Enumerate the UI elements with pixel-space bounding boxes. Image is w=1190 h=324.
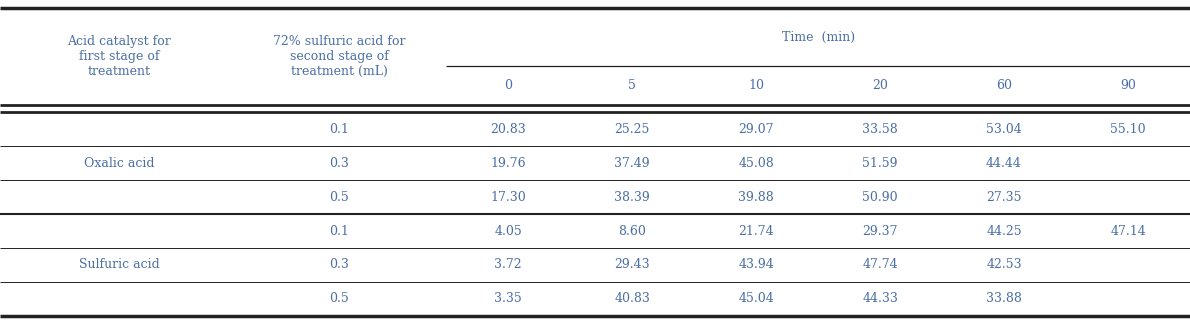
Text: 0.1: 0.1 bbox=[330, 225, 349, 237]
Text: 25.25: 25.25 bbox=[614, 123, 650, 136]
Text: 90: 90 bbox=[1120, 79, 1136, 92]
Text: 27.35: 27.35 bbox=[987, 191, 1022, 203]
Text: 5: 5 bbox=[628, 79, 637, 92]
Text: 47.74: 47.74 bbox=[863, 259, 898, 272]
Text: 3.35: 3.35 bbox=[494, 293, 522, 306]
Text: 29.43: 29.43 bbox=[614, 259, 650, 272]
Text: 40.83: 40.83 bbox=[614, 293, 650, 306]
Text: 20.83: 20.83 bbox=[490, 123, 526, 136]
Text: 21.74: 21.74 bbox=[738, 225, 774, 237]
Text: 0.3: 0.3 bbox=[330, 259, 349, 272]
Text: 29.37: 29.37 bbox=[863, 225, 897, 237]
Text: 3.72: 3.72 bbox=[494, 259, 522, 272]
Text: 47.14: 47.14 bbox=[1110, 225, 1146, 237]
Text: 44.33: 44.33 bbox=[863, 293, 898, 306]
Text: 55.10: 55.10 bbox=[1110, 123, 1146, 136]
Text: 44.44: 44.44 bbox=[987, 156, 1022, 169]
Text: 17.30: 17.30 bbox=[490, 191, 526, 203]
Text: 10: 10 bbox=[749, 79, 764, 92]
Text: Sulfuric acid: Sulfuric acid bbox=[79, 259, 159, 272]
Text: 0: 0 bbox=[505, 79, 512, 92]
Text: 43.94: 43.94 bbox=[738, 259, 774, 272]
Text: 60: 60 bbox=[996, 79, 1012, 92]
Text: 0.3: 0.3 bbox=[330, 156, 349, 169]
Text: 0.5: 0.5 bbox=[330, 293, 349, 306]
Text: 45.04: 45.04 bbox=[738, 293, 774, 306]
Text: Oxalic acid: Oxalic acid bbox=[83, 156, 155, 169]
Text: 29.07: 29.07 bbox=[739, 123, 774, 136]
Text: Acid catalyst for
first stage of
treatment: Acid catalyst for first stage of treatme… bbox=[67, 35, 171, 78]
Text: 44.25: 44.25 bbox=[987, 225, 1022, 237]
Text: 0.1: 0.1 bbox=[330, 123, 349, 136]
Text: 51.59: 51.59 bbox=[863, 156, 897, 169]
Text: 37.49: 37.49 bbox=[614, 156, 650, 169]
Text: Time  (min): Time (min) bbox=[782, 31, 854, 44]
Text: 72% sulfuric acid for
second stage of
treatment (mL): 72% sulfuric acid for second stage of tr… bbox=[273, 35, 406, 78]
Text: 38.39: 38.39 bbox=[614, 191, 650, 203]
Text: 33.58: 33.58 bbox=[863, 123, 898, 136]
Text: 19.76: 19.76 bbox=[490, 156, 526, 169]
Text: 42.53: 42.53 bbox=[987, 259, 1022, 272]
Text: 4.05: 4.05 bbox=[494, 225, 522, 237]
Text: 50.90: 50.90 bbox=[863, 191, 898, 203]
Text: 0.5: 0.5 bbox=[330, 191, 349, 203]
Text: 33.88: 33.88 bbox=[987, 293, 1022, 306]
Text: 45.08: 45.08 bbox=[738, 156, 774, 169]
Text: 39.88: 39.88 bbox=[738, 191, 774, 203]
Text: 8.60: 8.60 bbox=[619, 225, 646, 237]
Text: 53.04: 53.04 bbox=[987, 123, 1022, 136]
Text: 20: 20 bbox=[872, 79, 888, 92]
